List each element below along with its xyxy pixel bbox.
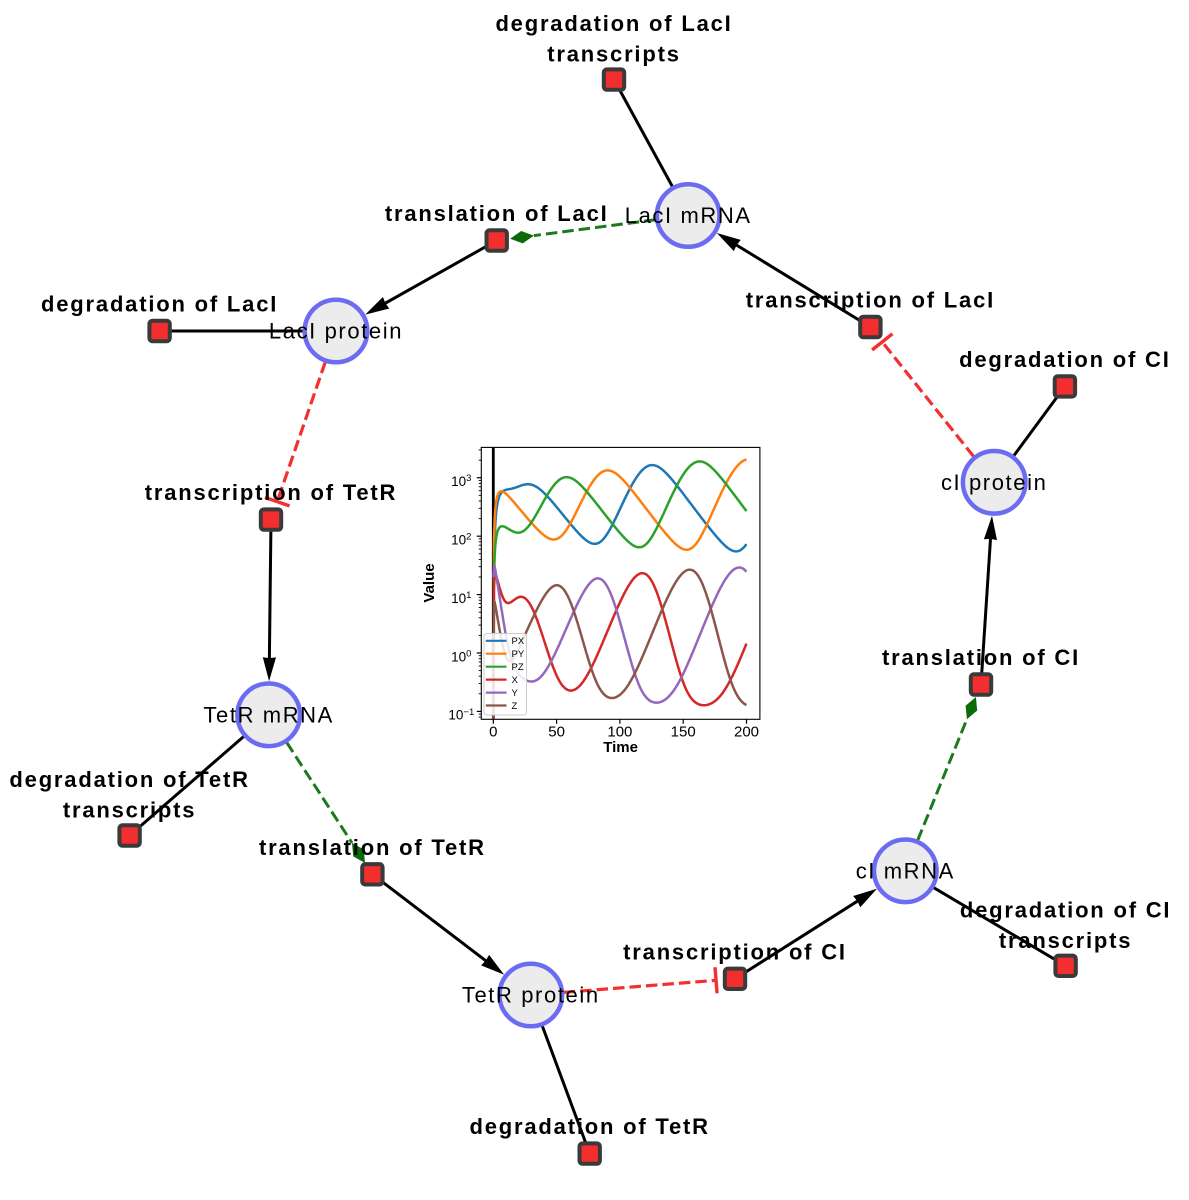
svg-text:102: 102: [451, 532, 471, 548]
svg-text:degradation of CI: degradation of CI: [960, 897, 1172, 922]
svg-text:200: 200: [734, 723, 759, 740]
svg-text:10−1: 10−1: [448, 707, 474, 723]
svg-text:transcripts: transcripts: [63, 798, 197, 823]
svg-text:transcripts: transcripts: [547, 42, 681, 67]
svg-text:LacI mRNA: LacI mRNA: [625, 203, 752, 228]
svg-text:degradation of LacI: degradation of LacI: [495, 11, 732, 36]
svg-text:PX: PX: [512, 636, 525, 647]
svg-text:degradation of LacI: degradation of LacI: [41, 292, 278, 317]
svg-text:100: 100: [607, 723, 632, 740]
svg-text:Time: Time: [603, 739, 638, 756]
svg-text:100: 100: [451, 649, 471, 665]
svg-text:degradation of TetR: degradation of TetR: [9, 767, 249, 792]
svg-text:150: 150: [671, 723, 696, 740]
svg-text:TetR mRNA: TetR mRNA: [203, 702, 334, 727]
svg-text:TetR protein: TetR protein: [462, 983, 600, 1008]
svg-text:degradation of TetR: degradation of TetR: [470, 1114, 710, 1139]
svg-text:degradation of CI: degradation of CI: [959, 347, 1171, 372]
svg-text:X: X: [512, 675, 519, 686]
svg-text:transcription of TetR: transcription of TetR: [145, 480, 398, 505]
svg-text:103: 103: [451, 473, 471, 489]
svg-text:LacI protein: LacI protein: [269, 319, 403, 344]
svg-text:translation of TetR: translation of TetR: [259, 835, 486, 860]
svg-text:PZ: PZ: [512, 662, 524, 673]
svg-text:PY: PY: [512, 649, 525, 660]
svg-text:Z: Z: [512, 701, 518, 712]
svg-text:translation of CI: translation of CI: [882, 645, 1080, 670]
svg-text:cI mRNA: cI mRNA: [856, 858, 955, 883]
svg-text:cI protein: cI protein: [941, 470, 1048, 495]
svg-text:translation of LacI: translation of LacI: [385, 201, 609, 226]
svg-text:Value: Value: [421, 563, 438, 602]
svg-text:50: 50: [548, 723, 565, 740]
svg-text:transcription of LacI: transcription of LacI: [746, 288, 995, 313]
svg-text:Y: Y: [512, 688, 519, 699]
svg-text:101: 101: [451, 590, 471, 606]
svg-text:0: 0: [489, 723, 497, 740]
svg-text:transcripts: transcripts: [999, 928, 1133, 953]
svg-text:transcription of CI: transcription of CI: [623, 939, 847, 964]
